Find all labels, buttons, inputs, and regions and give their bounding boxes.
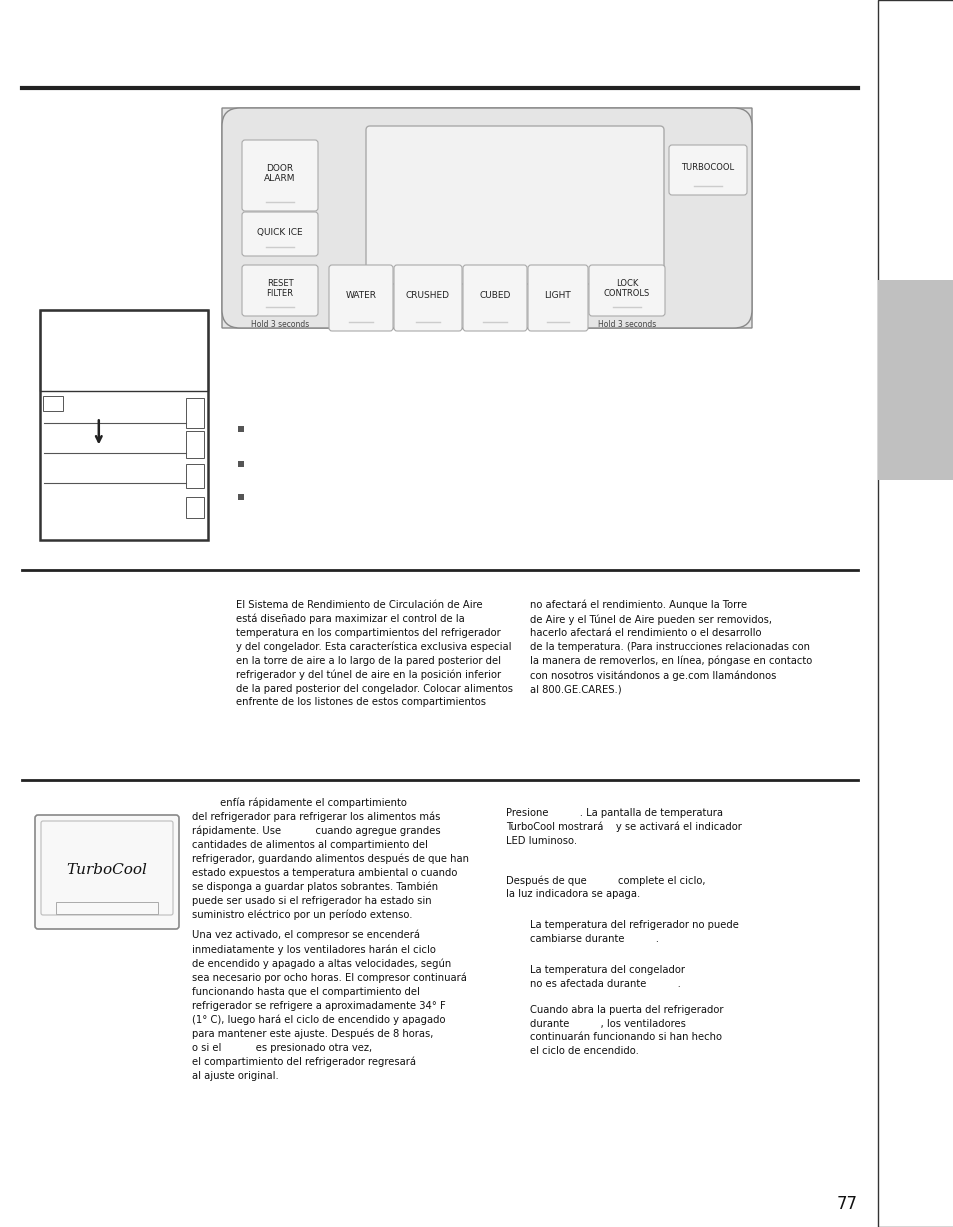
Bar [186,464,204,487]
Bar [56,902,158,914]
Text: Hold 3 seconds: Hold 3 seconds [251,320,309,329]
Text: WATER: WATER [345,292,376,301]
Text: RESET
FILTER: RESET FILTER [266,279,294,298]
FancyBboxPatch shape [329,265,393,331]
FancyBboxPatch shape [242,212,317,256]
Text: enfía rápidamente el compartimiento
del refrigerador para refrigerar los aliment: enfía rápidamente el compartimiento del … [192,798,469,920]
FancyBboxPatch shape [35,815,179,929]
Text: CRUSHED: CRUSHED [406,292,450,301]
Text: Presione          . La pantalla de temperatura
TurboCool mostrará    y se activa: Presione . La pantalla de temperatura Tu… [505,809,741,845]
FancyBboxPatch shape [242,265,317,317]
FancyBboxPatch shape [366,126,663,283]
Text: Cuando abra la puerta del refrigerador
durante          , los ventiladores
conti: Cuando abra la puerta del refrigerador d… [530,1005,722,1055]
Text: TURBOCOOL: TURBOCOOL [680,163,734,173]
Text: no afectará el rendimiento. Aunque la Torre
de Aire y el Túnel de Aire pueden se: no afectará el rendimiento. Aunque la To… [530,600,811,694]
Text: DOOR
ALARM: DOOR ALARM [264,163,295,183]
Text: 77: 77 [836,1195,857,1214]
Bar [43,395,63,411]
Text: La temperatura del refrigerador no puede
cambiarse durante          .: La temperatura del refrigerador no puede… [530,920,739,944]
Text: LOCK
CONTROLS: LOCK CONTROLS [603,279,649,298]
FancyBboxPatch shape [242,140,317,211]
FancyBboxPatch shape [222,108,751,328]
Bar [186,431,204,458]
Bar [40,310,208,540]
FancyBboxPatch shape [527,265,587,331]
Text: TurboCool: TurboCool [67,863,148,877]
Text: La temperatura del congelador
no es afectada durante          .: La temperatura del congelador no es afec… [530,964,684,989]
FancyBboxPatch shape [41,821,172,915]
FancyBboxPatch shape [668,145,746,195]
Bar [877,0,953,1227]
Text: LIGHT: LIGHT [544,292,571,301]
Bar [237,426,244,432]
Text: Una vez activado, el compresor se encenderá
inmediatamente y los ventiladores ha: Una vez activado, el compresor se encend… [192,930,466,1081]
FancyBboxPatch shape [462,265,526,331]
FancyBboxPatch shape [588,265,664,317]
FancyBboxPatch shape [222,108,751,328]
Text: CUBED: CUBED [478,292,510,301]
Bar [237,461,244,467]
Text: Hold 3 seconds: Hold 3 seconds [598,320,656,329]
FancyBboxPatch shape [394,265,461,331]
Text: Después de que          complete el ciclo,
la luz indicadora se apaga.: Después de que complete el ciclo, la luz… [505,875,705,899]
Bar [877,280,953,480]
Text: El Sistema de Rendimiento de Circulación de Aire
está diseñado para maximizar el: El Sistema de Rendimiento de Circulación… [235,600,513,708]
Text: QUICK ICE: QUICK ICE [257,227,302,237]
Bar [40,310,208,390]
Bar [186,398,204,428]
Bar [237,494,244,499]
Bar [186,497,204,518]
